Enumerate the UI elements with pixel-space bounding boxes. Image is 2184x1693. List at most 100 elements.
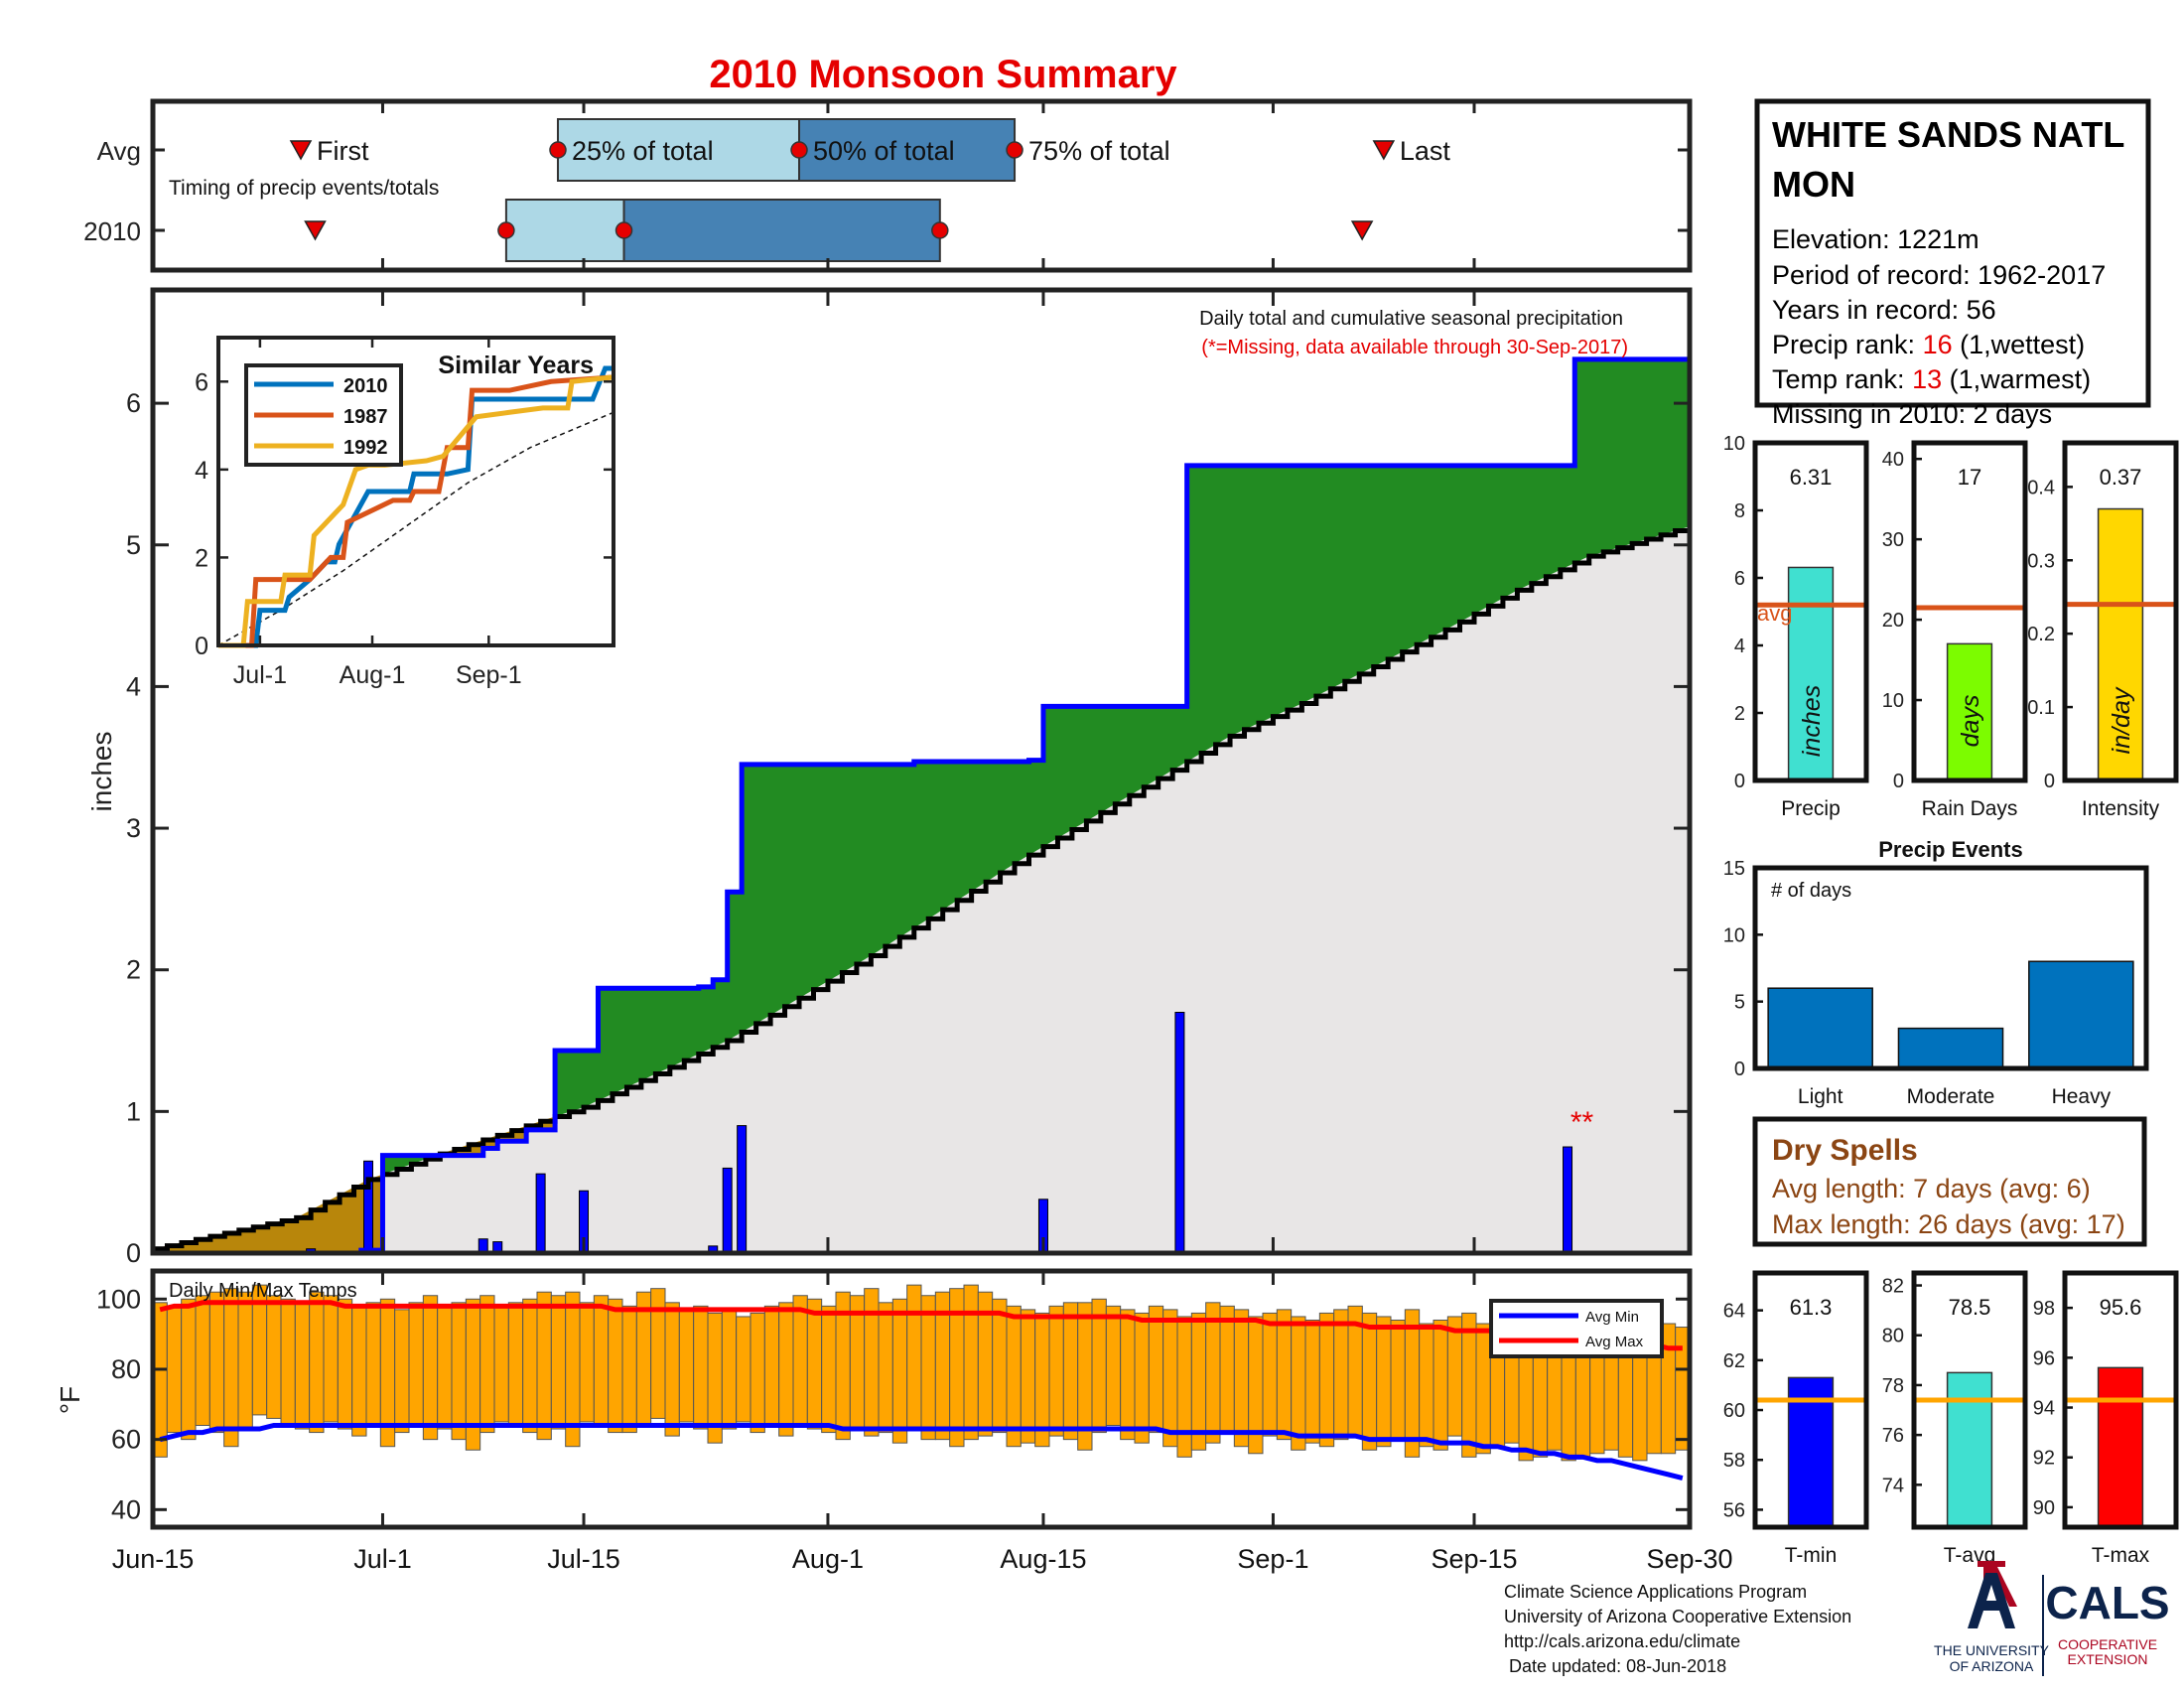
stat-value-label: 95.6 bbox=[2100, 1295, 2142, 1320]
credit-line-3: http://cals.arizona.edu/climate bbox=[1504, 1631, 1740, 1651]
stat-ytick-label-3: 30 bbox=[1882, 529, 1904, 551]
legend-label-avg-min: Avg Min bbox=[1585, 1309, 1639, 1326]
station-temp-rank: Temp rank: 13 (1,warmest) bbox=[1772, 364, 2091, 394]
ua-logo-mark-a bbox=[1968, 1573, 2015, 1628]
events-category-label-2: Heavy bbox=[2052, 1085, 2112, 1108]
stat-ytick-label-1: 76 bbox=[1882, 1425, 1904, 1447]
stat-value-label: 61.3 bbox=[1790, 1295, 1833, 1320]
events-ytick-label-0: 0 bbox=[1734, 1058, 1745, 1080]
events-bar-moderate bbox=[1897, 1027, 2004, 1069]
temp-rank-label: Temp rank: bbox=[1772, 364, 1912, 394]
timing-markers: First Last 25% of total 50% of total 75% of … bbox=[151, 101, 1692, 270]
timing-triangle-avg-first bbox=[289, 140, 313, 161]
cals-logo-sub-1: COOPERATIVE bbox=[2058, 1636, 2157, 1652]
temps-ylabel: °F bbox=[55, 1386, 85, 1414]
stat-avg-label: avg bbox=[1757, 601, 1792, 626]
precip-panel: 0 1 2 3 4 5 6 Daily total and cumulative seaso… bbox=[86, 287, 1693, 1268]
timing-box-avg-q2 bbox=[798, 118, 1017, 182]
precip-ytick-label-6: 6 bbox=[126, 388, 141, 418]
dry-spells-avg: Avg length: 7 days (avg: 6) bbox=[1772, 1174, 2091, 1203]
timing-triangle-avg-last bbox=[1372, 140, 1396, 161]
temp-bar-8 bbox=[266, 1295, 282, 1419]
station-info-box: WHITE SANDS NATL MON Elevation: 1221m Pe… bbox=[1754, 98, 2151, 429]
precip-frame bbox=[150, 287, 1693, 1256]
date-axis-label-7: Sep-30 bbox=[1646, 1544, 1732, 1574]
timing-triangle-2010-first bbox=[304, 220, 327, 241]
temp-bar-14 bbox=[351, 1305, 367, 1437]
stat-unit-label: in/day bbox=[2108, 686, 2135, 754]
stat-ytick-label-1: 0.1 bbox=[2027, 697, 2055, 719]
temp-rank-note: (1,warmest) bbox=[1942, 364, 2091, 394]
cals-logo: CALS COOPERATIVE EXTENSION bbox=[2045, 1577, 2169, 1667]
credit-line-1: Climate Science Applications Program bbox=[1504, 1582, 1807, 1602]
temp-bar-90 bbox=[1433, 1319, 1448, 1451]
timing-subtitle: Timing of precip events/totals bbox=[169, 177, 439, 200]
temps-ytick-label-3: 100 bbox=[96, 1284, 141, 1314]
stat-ytick-label-3: 80 bbox=[1882, 1326, 1904, 1347]
temp-bar-91 bbox=[1446, 1316, 1463, 1437]
temp-bar-24 bbox=[493, 1305, 509, 1423]
precip-events-chart: Light Moderate Heavy Precip Events # of days… bbox=[1723, 837, 2149, 1108]
stat-ytick-label-3: 6 bbox=[1734, 568, 1745, 590]
temp-bar-40 bbox=[721, 1309, 738, 1430]
timing-box-2010-q1 bbox=[504, 199, 625, 262]
stat-ytick-label-1: 92 bbox=[2033, 1448, 2055, 1470]
stat-ytick-label-4: 82 bbox=[1882, 1276, 1904, 1298]
temp-bar-83 bbox=[1333, 1309, 1349, 1441]
stat-panel-frame bbox=[1752, 440, 1869, 783]
temp-bar-13 bbox=[337, 1298, 353, 1430]
temp-bar-36 bbox=[664, 1302, 680, 1437]
average-area-fill bbox=[153, 526, 1690, 1253]
temps-ytick-label-2: 80 bbox=[111, 1354, 141, 1384]
temps-title: Daily Min/Max Temps bbox=[169, 1280, 357, 1302]
temp-bar-75 bbox=[1219, 1305, 1235, 1434]
inset-ytick-label-1: 2 bbox=[195, 544, 208, 572]
timing-dot-avg-p25 bbox=[549, 141, 567, 159]
timing-row-label-2010: 2010 bbox=[83, 216, 141, 246]
temp-bar-71 bbox=[1162, 1309, 1178, 1448]
temps-panel: 40 60 80 100 Daily Min/Max Temps °F Avg Min… bbox=[55, 1268, 1693, 1530]
station-elevation: Elevation: 1221m bbox=[1772, 224, 1979, 254]
stat-ytick-label-0: 0 bbox=[1734, 771, 1745, 792]
inset-xtick-label-2: Sep-1 bbox=[456, 661, 522, 689]
stat-ytick-label-4: 64 bbox=[1723, 1301, 1745, 1323]
average-cumulative-line bbox=[153, 526, 1693, 1252]
date-axis-label-5: Sep-1 bbox=[1237, 1544, 1308, 1574]
temp-bar-52 bbox=[891, 1298, 908, 1444]
credits-block: Climate Science Applications Program Uni… bbox=[1504, 1582, 1851, 1676]
temps-legend: Avg Min Avg Max bbox=[1489, 1299, 1664, 1358]
temp-bar-43 bbox=[763, 1305, 780, 1427]
temps-ytick-label-1: 60 bbox=[111, 1425, 141, 1455]
temp-bar-1 bbox=[166, 1305, 183, 1434]
station-precip-rank: Precip rank: 16 (1,wettest) bbox=[1772, 330, 2085, 359]
temp-bar-54 bbox=[920, 1295, 936, 1441]
daily-precip-bar-12 bbox=[1563, 1146, 1573, 1254]
temp-bar-93 bbox=[1475, 1323, 1491, 1455]
temp-bar-70 bbox=[1148, 1305, 1164, 1434]
events-ylabel: # of days bbox=[1771, 880, 1851, 902]
temp-bar-11 bbox=[309, 1291, 325, 1434]
stat-bar bbox=[2097, 1366, 2144, 1528]
stat-panel-rain-days: 17 0 10 20 30 40 days Rain Days bbox=[1882, 440, 2028, 820]
stat-value-label: 17 bbox=[1958, 465, 1981, 490]
stat-ytick-label-2: 94 bbox=[2033, 1398, 2055, 1420]
stat-bar bbox=[1787, 1376, 1835, 1528]
temp-bar-68 bbox=[1120, 1309, 1136, 1441]
date-axis-label-0: Jun-15 bbox=[112, 1544, 195, 1574]
temp-bar-25 bbox=[507, 1302, 524, 1427]
temp-bar-86 bbox=[1376, 1316, 1392, 1448]
legend-label-avg-max: Avg Max bbox=[1585, 1334, 1644, 1350]
ua-logo-text-2: OF ARIZONA bbox=[1950, 1658, 2034, 1674]
stat-panel-t-max: 95.6 90 92 94 96 98 T-max bbox=[2033, 1270, 2179, 1567]
temp-rank-value: 13 bbox=[1912, 364, 1942, 394]
precip-plot: 0 1 2 3 4 5 6 bbox=[126, 290, 1693, 1268]
inset-title: Similar Years bbox=[438, 352, 594, 379]
stat-panel-precip: 6.31 0 2 4 6 8 10 inches avg Precip bbox=[1723, 433, 1869, 820]
timing-pct-50: 50% of total bbox=[813, 136, 955, 166]
daily-precip-bar-11 bbox=[1174, 1012, 1185, 1254]
temp-bar-79 bbox=[1276, 1309, 1293, 1441]
daily-precip-bar-5 bbox=[535, 1173, 546, 1254]
stat-unit-label: inches bbox=[1798, 685, 1826, 757]
similar-years-inset: 0 2 4 6 Jul-1 Aug-1 Sep-1 Similar Years 2010 1… bbox=[195, 336, 615, 689]
